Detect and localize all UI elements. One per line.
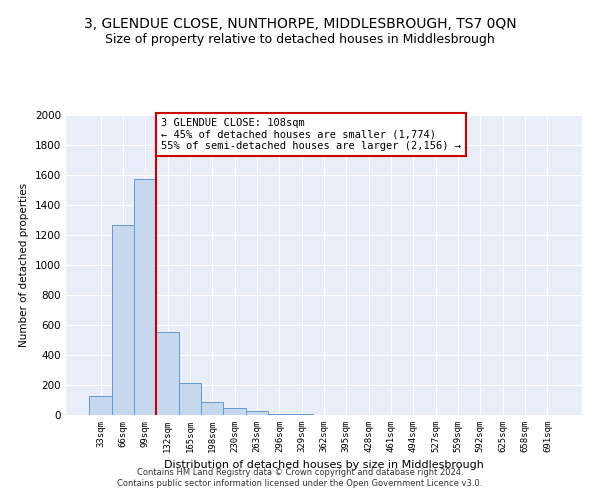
Bar bbox=[246, 411, 268, 415]
Bar bbox=[112, 225, 134, 415]
Text: 3, GLENDUE CLOSE, NUNTHORPE, MIDDLESBROUGH, TS7 0QN: 3, GLENDUE CLOSE, NUNTHORPE, MIDDLESBROU… bbox=[83, 18, 517, 32]
Bar bbox=[201, 402, 223, 415]
Text: 3 GLENDUE CLOSE: 108sqm
← 45% of detached houses are smaller (1,774)
55% of semi: 3 GLENDUE CLOSE: 108sqm ← 45% of detache… bbox=[161, 118, 461, 151]
Bar bbox=[290, 414, 313, 415]
Bar bbox=[89, 396, 112, 415]
Text: Contains HM Land Registry data © Crown copyright and database right 2024.
Contai: Contains HM Land Registry data © Crown c… bbox=[118, 468, 482, 487]
Bar bbox=[268, 414, 290, 415]
Bar bbox=[223, 408, 246, 415]
Bar bbox=[179, 383, 201, 415]
Text: Size of property relative to detached houses in Middlesbrough: Size of property relative to detached ho… bbox=[105, 32, 495, 46]
X-axis label: Distribution of detached houses by size in Middlesbrough: Distribution of detached houses by size … bbox=[164, 460, 484, 470]
Bar bbox=[157, 332, 179, 415]
Bar bbox=[134, 179, 157, 415]
Y-axis label: Number of detached properties: Number of detached properties bbox=[19, 183, 29, 347]
